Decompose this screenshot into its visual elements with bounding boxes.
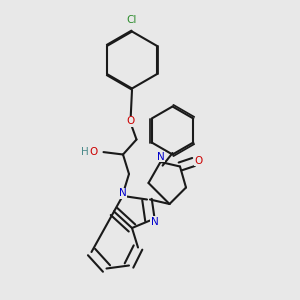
Text: N: N: [151, 217, 159, 227]
Text: H: H: [81, 147, 89, 157]
Text: Cl: Cl: [127, 15, 137, 25]
Text: O: O: [194, 155, 203, 166]
Text: O: O: [126, 116, 135, 127]
Text: N: N: [119, 188, 127, 199]
Text: O: O: [90, 147, 98, 157]
Text: N: N: [157, 152, 164, 162]
